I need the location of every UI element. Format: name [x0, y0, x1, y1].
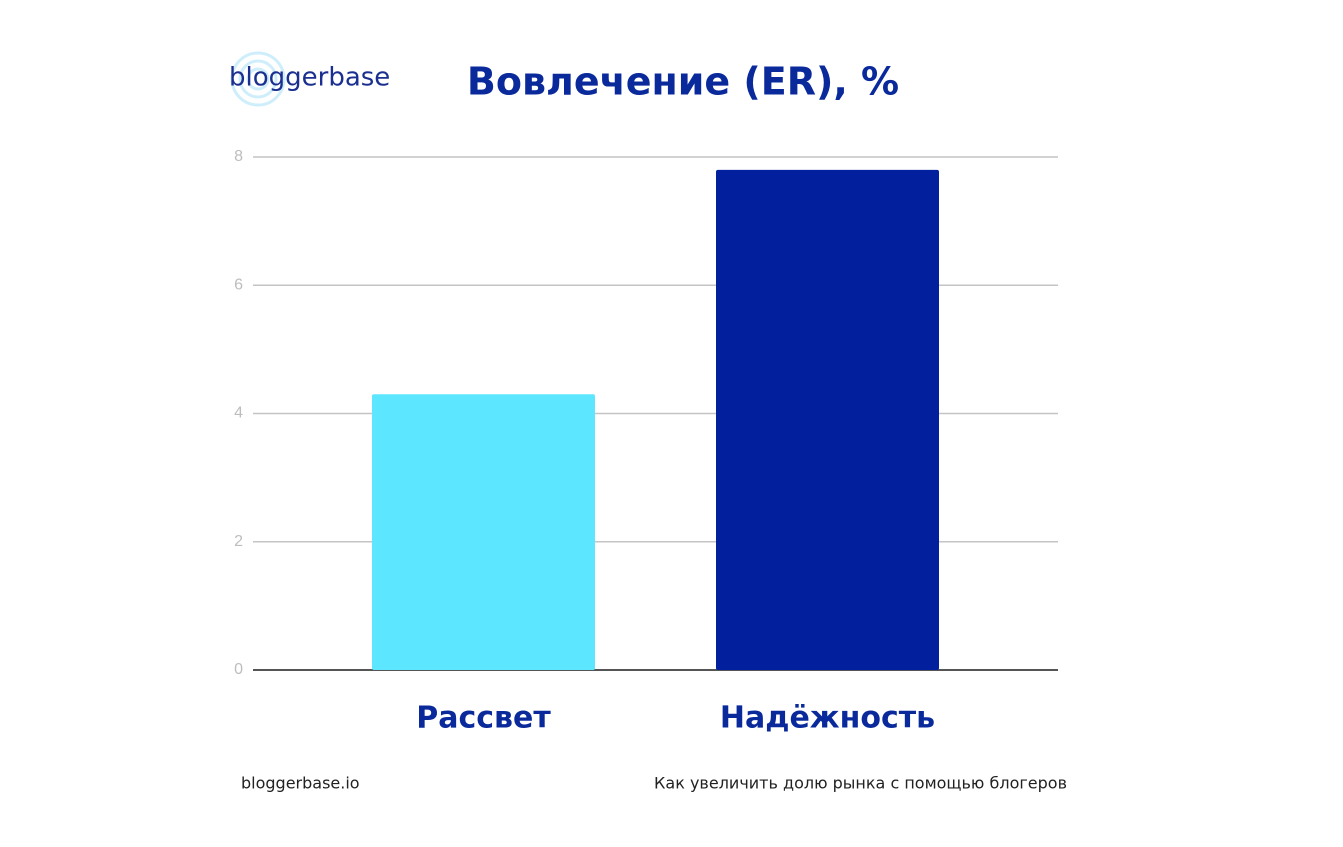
y-tick-label: 6 [234, 276, 243, 293]
y-tick-label: 8 [234, 148, 243, 165]
x-tick-label: Рассвет [416, 701, 551, 736]
y-tick-label: 2 [234, 533, 243, 550]
y-tick-label: 4 [234, 405, 243, 422]
logo: bloggerbase [229, 63, 390, 93]
x-tick-label: Надёжность [720, 701, 935, 736]
chart-title: Вовлечение (ER), % [467, 60, 899, 104]
footer-left: bloggerbase.io [241, 774, 360, 793]
bar [372, 394, 595, 670]
footer-right: Как увеличить долю рынка с помощью блоге… [654, 774, 1067, 793]
y-tick-label: 0 [234, 661, 243, 678]
bar [716, 169, 939, 670]
logo-icon [230, 51, 286, 107]
